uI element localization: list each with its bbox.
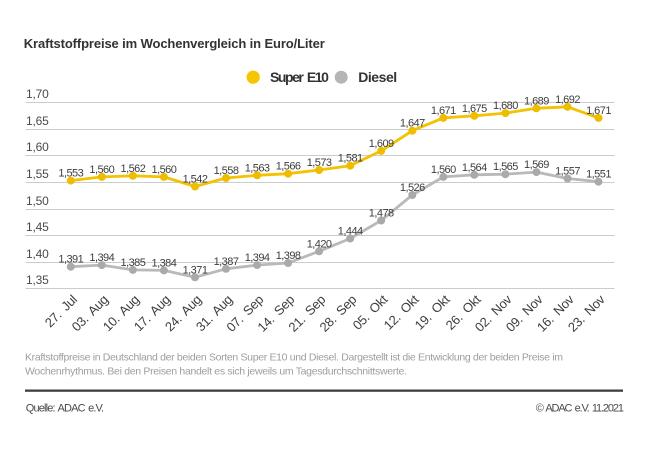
svg-text:1,564: 1,564 bbox=[462, 162, 487, 174]
svg-text:1,562: 1,562 bbox=[121, 163, 146, 175]
svg-text:Diesel: Diesel bbox=[358, 69, 397, 85]
svg-text:1,581: 1,581 bbox=[338, 153, 363, 165]
svg-text:1,558: 1,558 bbox=[214, 165, 239, 177]
svg-text:1,385: 1,385 bbox=[121, 257, 146, 269]
svg-text:1,420: 1,420 bbox=[307, 238, 332, 250]
svg-text:1,478: 1,478 bbox=[369, 208, 394, 220]
svg-text:Kraftstoffpreise im Wochenverg: Kraftstoffpreise im Wochenvergleich in E… bbox=[24, 36, 325, 51]
svg-text:1,647: 1,647 bbox=[400, 118, 425, 130]
svg-text:1,557: 1,557 bbox=[555, 166, 580, 178]
svg-text:1,50: 1,50 bbox=[26, 194, 49, 208]
svg-text:1,526: 1,526 bbox=[400, 182, 425, 194]
svg-text:1,675: 1,675 bbox=[462, 103, 487, 115]
svg-text:1,609: 1,609 bbox=[369, 138, 394, 150]
svg-text:1,394: 1,394 bbox=[245, 252, 270, 264]
svg-text:Kraftstoffpreise in Deutschlan: Kraftstoffpreise in Deutschland der beid… bbox=[25, 351, 563, 363]
svg-text:1,384: 1,384 bbox=[152, 257, 177, 269]
svg-text:1,671: 1,671 bbox=[431, 105, 456, 117]
svg-text:© ADAC e.V. 11.2021: © ADAC e.V. 11.2021 bbox=[536, 403, 624, 415]
svg-text:1,70: 1,70 bbox=[26, 87, 49, 101]
svg-text:1,35: 1,35 bbox=[26, 273, 49, 287]
svg-text:Super E10: Super E10 bbox=[270, 69, 329, 85]
svg-text:1,553: 1,553 bbox=[58, 168, 83, 180]
svg-text:1,542: 1,542 bbox=[183, 174, 208, 186]
svg-text:1,560: 1,560 bbox=[152, 164, 177, 176]
svg-text:1,671: 1,671 bbox=[586, 105, 611, 117]
svg-text:1,65: 1,65 bbox=[26, 114, 49, 128]
svg-text:1,563: 1,563 bbox=[245, 162, 270, 174]
svg-text:1,55: 1,55 bbox=[26, 167, 49, 181]
svg-text:1,391: 1,391 bbox=[58, 254, 83, 266]
svg-text:1,692: 1,692 bbox=[555, 94, 580, 106]
svg-text:1,573: 1,573 bbox=[307, 157, 332, 169]
svg-text:1,60: 1,60 bbox=[26, 140, 49, 154]
svg-text:1,560: 1,560 bbox=[431, 164, 456, 176]
svg-text:1,569: 1,569 bbox=[524, 159, 549, 171]
svg-text:Quelle: ADAC e.V.: Quelle: ADAC e.V. bbox=[26, 403, 104, 415]
svg-text:1,560: 1,560 bbox=[89, 164, 114, 176]
svg-text:1,566: 1,566 bbox=[276, 161, 301, 173]
svg-text:1,45: 1,45 bbox=[26, 220, 49, 234]
svg-text:1,565: 1,565 bbox=[493, 161, 518, 173]
svg-text:1,387: 1,387 bbox=[214, 256, 239, 268]
svg-text:1,398: 1,398 bbox=[276, 250, 301, 262]
svg-text:1,40: 1,40 bbox=[26, 247, 49, 261]
svg-text:1,371: 1,371 bbox=[183, 264, 208, 276]
svg-text:1,689: 1,689 bbox=[524, 95, 549, 107]
svg-text:1,444: 1,444 bbox=[338, 226, 363, 238]
svg-text:1,680: 1,680 bbox=[493, 100, 518, 112]
svg-text:Wochenrhythmus. Bei den Preise: Wochenrhythmus. Bei den Preisen handelt … bbox=[25, 365, 407, 377]
svg-text:1,394: 1,394 bbox=[89, 252, 114, 264]
svg-text:1,551: 1,551 bbox=[586, 169, 611, 181]
